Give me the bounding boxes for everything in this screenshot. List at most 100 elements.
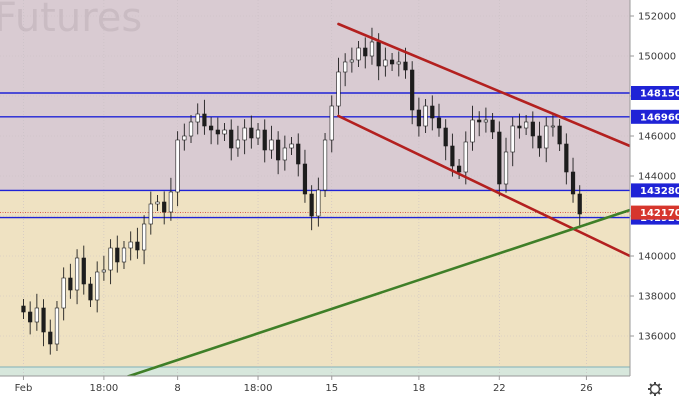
candle <box>396 51 401 77</box>
candle <box>242 119 247 155</box>
candle-body <box>443 127 448 147</box>
chart-background <box>0 0 630 376</box>
candle-body <box>115 247 120 263</box>
candle-body <box>577 193 582 215</box>
price-axis[interactable]: 1520001500001480001460001440001420001400… <box>629 0 680 376</box>
bottom-band <box>0 367 630 376</box>
candle <box>108 239 113 285</box>
candle-body <box>510 125 515 153</box>
candle-body <box>503 151 509 185</box>
candle <box>54 301 60 351</box>
candle-body <box>396 61 401 65</box>
candle <box>48 319 53 355</box>
candle <box>188 115 194 143</box>
trendline-support-trend <box>115 208 632 382</box>
time-tick-label: 15 <box>325 383 338 394</box>
candle-body <box>356 47 361 61</box>
time-axis[interactable]: Feb 18:00 8 18:00 15 18 22 26 <box>0 375 680 402</box>
candle <box>430 95 435 131</box>
candle <box>490 113 495 139</box>
candle-body <box>88 283 93 301</box>
candle-body <box>524 121 529 129</box>
candle-body <box>564 143 569 173</box>
candle <box>34 293 39 331</box>
candle-body <box>490 119 495 133</box>
candle-body <box>550 125 556 128</box>
candle-body <box>276 139 281 161</box>
candle <box>141 215 147 265</box>
candle <box>168 177 174 221</box>
candle-body <box>363 47 368 57</box>
candle-body <box>530 121 535 137</box>
candle-body <box>222 129 227 135</box>
candle <box>416 97 421 137</box>
candle-body <box>155 201 160 205</box>
level-label-143280 <box>631 183 679 198</box>
candle <box>369 27 375 65</box>
candle <box>289 137 294 155</box>
candle-body <box>497 131 502 185</box>
candle <box>88 277 93 307</box>
candle <box>74 249 80 305</box>
candle-body <box>121 247 127 263</box>
candle <box>356 41 361 67</box>
candle-body <box>61 277 66 309</box>
candle <box>456 159 462 179</box>
candle-body <box>269 139 274 151</box>
candle-body <box>95 271 100 301</box>
candle-body <box>450 145 455 167</box>
candle-body <box>436 117 442 129</box>
price-tick-label: 140000 <box>638 252 676 263</box>
candle-body <box>544 125 549 149</box>
candle-body <box>463 141 468 173</box>
candle <box>443 119 448 161</box>
time-tick-label: 8 <box>174 383 180 394</box>
candle <box>570 157 576 203</box>
candle <box>470 105 475 151</box>
settings-button[interactable] <box>648 382 662 396</box>
candle <box>336 57 341 115</box>
time-tick-label: 18:00 <box>244 383 273 394</box>
price-tick-label: 144000 <box>638 172 676 183</box>
watermark-text: Futures <box>0 0 142 41</box>
candle <box>389 53 395 71</box>
candle-body <box>416 109 421 127</box>
candle-body <box>383 59 388 67</box>
candle-body <box>249 127 254 139</box>
candle <box>349 47 354 73</box>
candle-body <box>410 69 415 111</box>
candle-body <box>329 105 334 141</box>
candle-body <box>376 41 381 67</box>
candle-body <box>182 135 187 141</box>
candle-body <box>48 331 53 345</box>
horizontal-levels <box>0 92 630 219</box>
candle <box>463 131 468 185</box>
candle <box>477 111 482 137</box>
candle <box>229 119 234 161</box>
time-tick-label: 26 <box>580 383 593 394</box>
candle-body <box>215 129 220 135</box>
candle-body <box>148 203 153 225</box>
candle-body <box>316 189 321 217</box>
last-price-label <box>631 205 679 220</box>
candle <box>222 123 227 141</box>
candle-body <box>28 311 33 323</box>
price-tick-label: 136000 <box>638 332 676 343</box>
candle-body <box>162 201 167 213</box>
candle-body <box>517 125 522 129</box>
gear-icon <box>648 382 662 396</box>
candle <box>296 133 301 177</box>
candle <box>135 227 140 259</box>
candle <box>517 113 522 139</box>
candle <box>101 255 106 281</box>
level-label-148150-text: 148150 <box>640 89 680 100</box>
candle-body <box>101 269 106 273</box>
last-price-label-text: 142170 <box>640 208 680 219</box>
candle <box>21 299 26 319</box>
trendline-channel-upper <box>337 22 632 148</box>
candle-body <box>168 191 174 213</box>
candle-body <box>477 119 482 123</box>
candle-body <box>302 163 308 195</box>
candle <box>115 235 120 273</box>
candle-body <box>289 143 294 149</box>
